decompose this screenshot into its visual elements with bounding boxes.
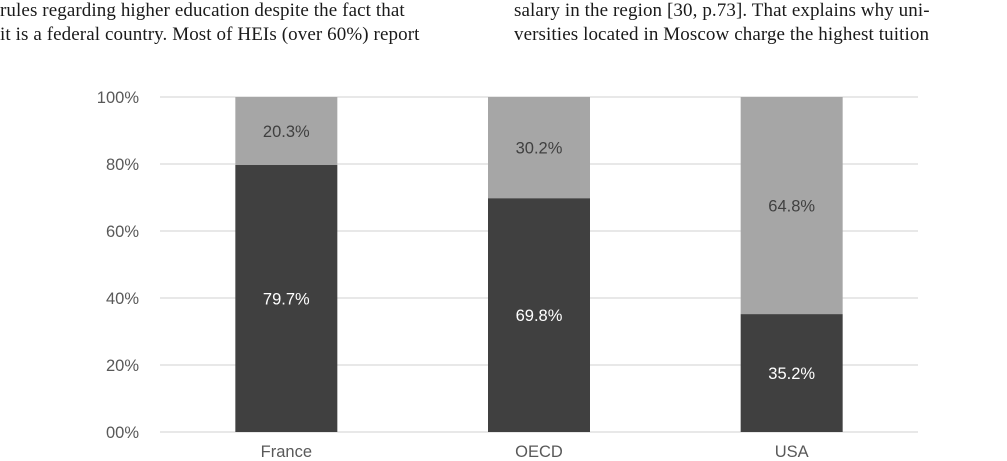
y-tick-label: 20% bbox=[106, 357, 139, 375]
bar-segment bbox=[488, 97, 590, 199]
x-tick-label: France bbox=[261, 443, 312, 461]
y-tick-label: 00% bbox=[106, 424, 139, 442]
y-tick-label: 80% bbox=[106, 156, 139, 174]
body-text-line: versities located in Moscow charge the h… bbox=[514, 24, 930, 45]
data-label: 64.8% bbox=[768, 198, 815, 216]
x-tick-label: USA bbox=[775, 443, 809, 461]
bar-segment bbox=[235, 97, 338, 166]
bar-segment bbox=[740, 314, 843, 432]
bar-segment bbox=[235, 165, 338, 432]
bar-segment bbox=[488, 198, 590, 432]
y-tick-label: 60% bbox=[106, 223, 139, 241]
bar-segment bbox=[740, 97, 843, 315]
data-label: 69.8% bbox=[516, 307, 563, 325]
body-text-line: salary in the region [30, p.73]. That ex… bbox=[514, 0, 930, 21]
data-label: 35.2% bbox=[768, 365, 815, 383]
y-tick-label: 100% bbox=[97, 89, 140, 107]
body-text-right-column: salary in the region [30, p.73]. That ex… bbox=[514, 0, 930, 47]
data-label: 79.7% bbox=[263, 291, 310, 309]
data-label: 20.3% bbox=[263, 123, 310, 141]
body-text-line: rules regarding higher education despite… bbox=[0, 0, 405, 21]
data-label: 30.2% bbox=[516, 140, 563, 158]
x-tick-label: OECD bbox=[515, 443, 563, 461]
body-text-left-column: rules regarding higher education despite… bbox=[0, 0, 420, 47]
body-text-line: it is a federal country. Most of HEIs (o… bbox=[0, 24, 420, 45]
y-tick-label: 40% bbox=[106, 290, 139, 308]
